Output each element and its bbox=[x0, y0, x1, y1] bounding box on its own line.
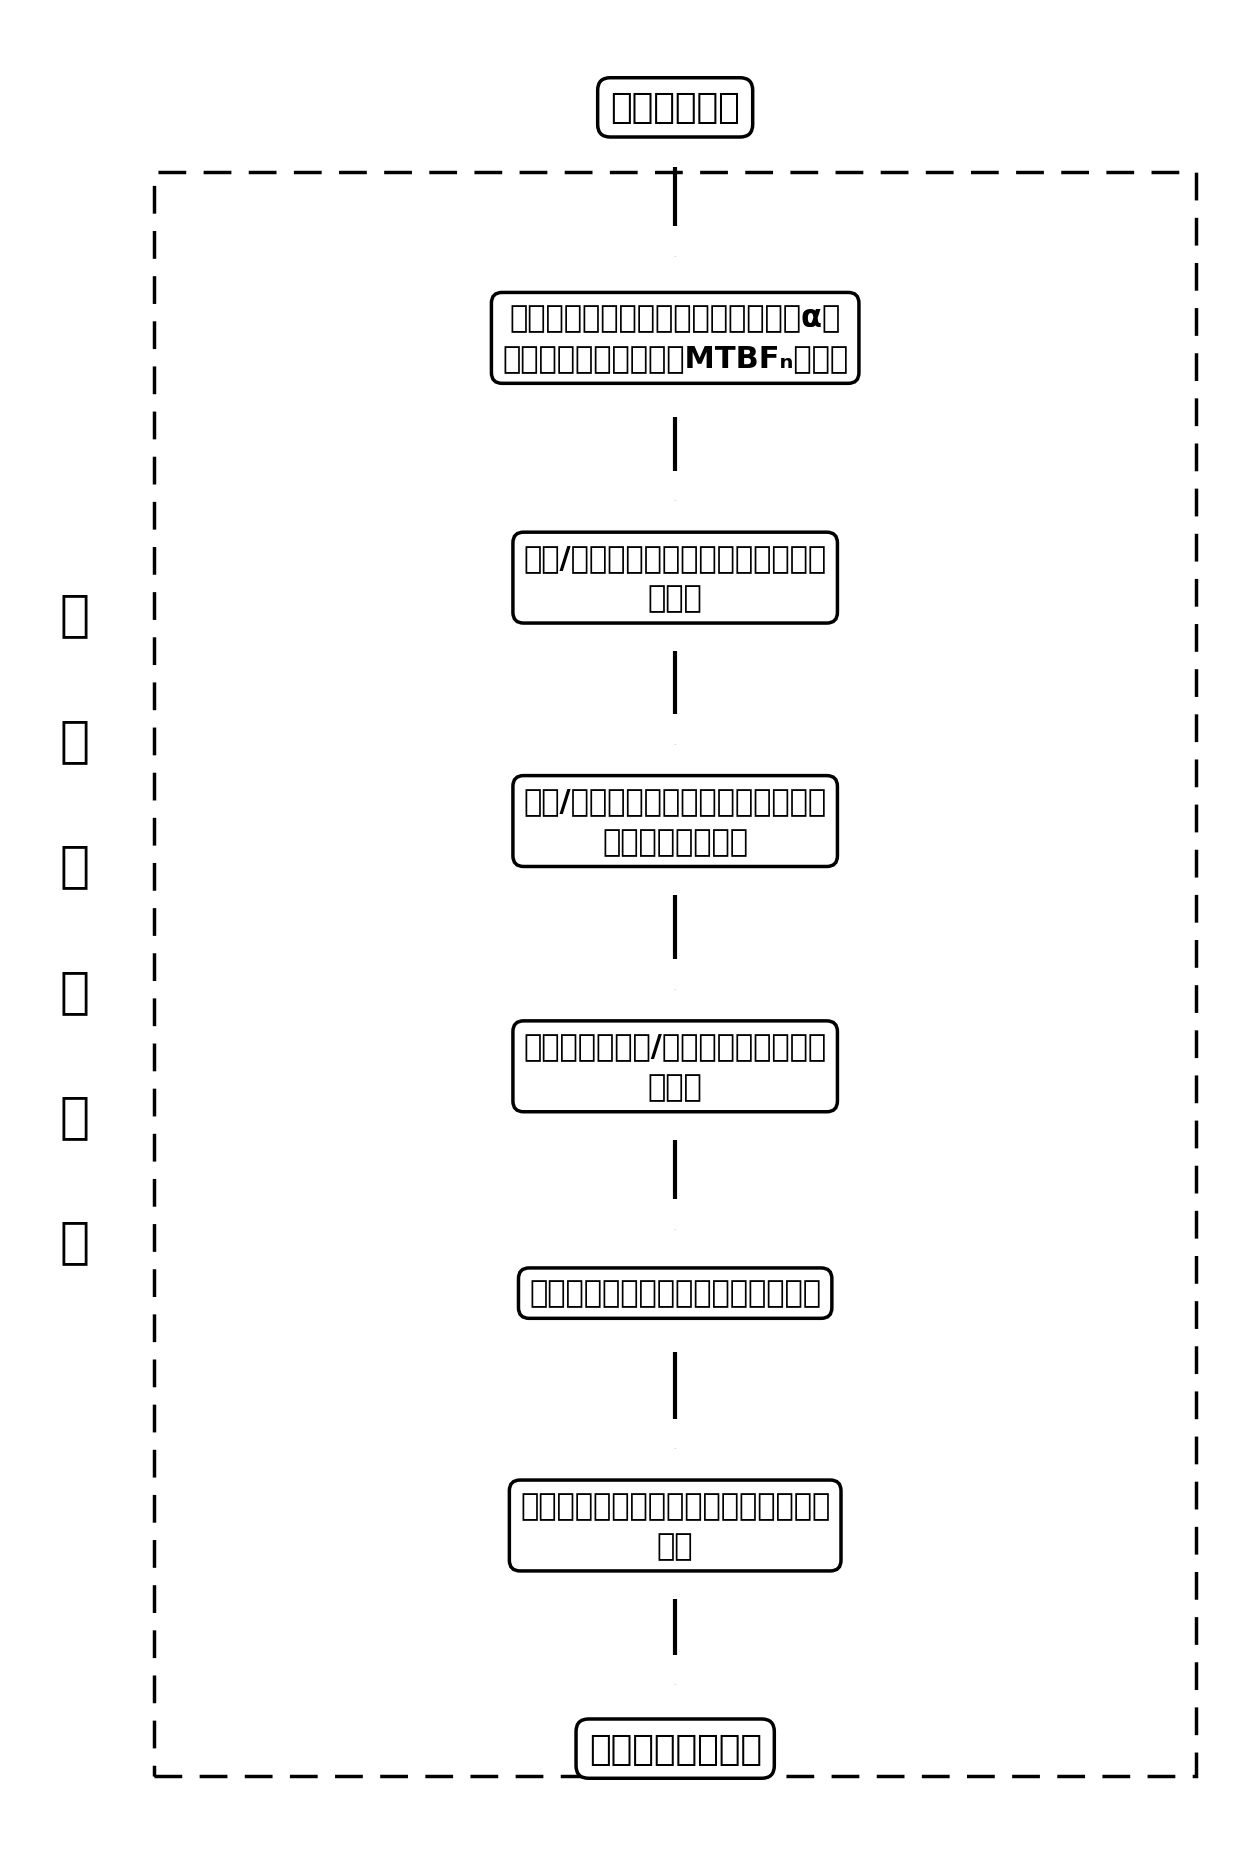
Text: 刀盘/刀仓每个重量级可靠性试验时的
平均插刀数的确定: 刀盘/刀仓每个重量级可靠性试验时的 平均插刀数的确定 bbox=[523, 787, 827, 856]
Text: 现场数据采集: 现场数据采集 bbox=[610, 91, 740, 124]
Text: 过: 过 bbox=[60, 1092, 89, 1140]
Text: 试验时所需选配的配重块参数的计算: 试验时所需选配的配重块参数的计算 bbox=[529, 1279, 821, 1307]
Text: 实验室可靠性试验: 实验室可靠性试验 bbox=[589, 1733, 761, 1766]
Text: 实际工况下刀库机械手平均换刀频率α与
平均故障间隔换刀次数MTBFₙ的计算: 实际工况下刀库机械手平均换刀频率α与 平均故障间隔换刀次数MTBFₙ的计算 bbox=[502, 305, 848, 373]
Text: 据: 据 bbox=[60, 717, 89, 765]
Text: 理: 理 bbox=[60, 967, 89, 1016]
Text: 试验时每个配重块需进行换刀的次数的
计算: 试验时每个配重块需进行换刀的次数的 计算 bbox=[520, 1491, 831, 1560]
Text: 每个重量级刀盘/刀仓的插刀分布模型
的建立: 每个重量级刀盘/刀仓的插刀分布模型 的建立 bbox=[523, 1032, 827, 1101]
Text: 刀盘/刀仓插刀总重量的统计分布模型
的建立: 刀盘/刀仓插刀总重量的统计分布模型 的建立 bbox=[523, 544, 827, 613]
Text: 数: 数 bbox=[60, 591, 89, 639]
Text: 处: 处 bbox=[60, 841, 89, 890]
Text: 程: 程 bbox=[60, 1218, 89, 1266]
